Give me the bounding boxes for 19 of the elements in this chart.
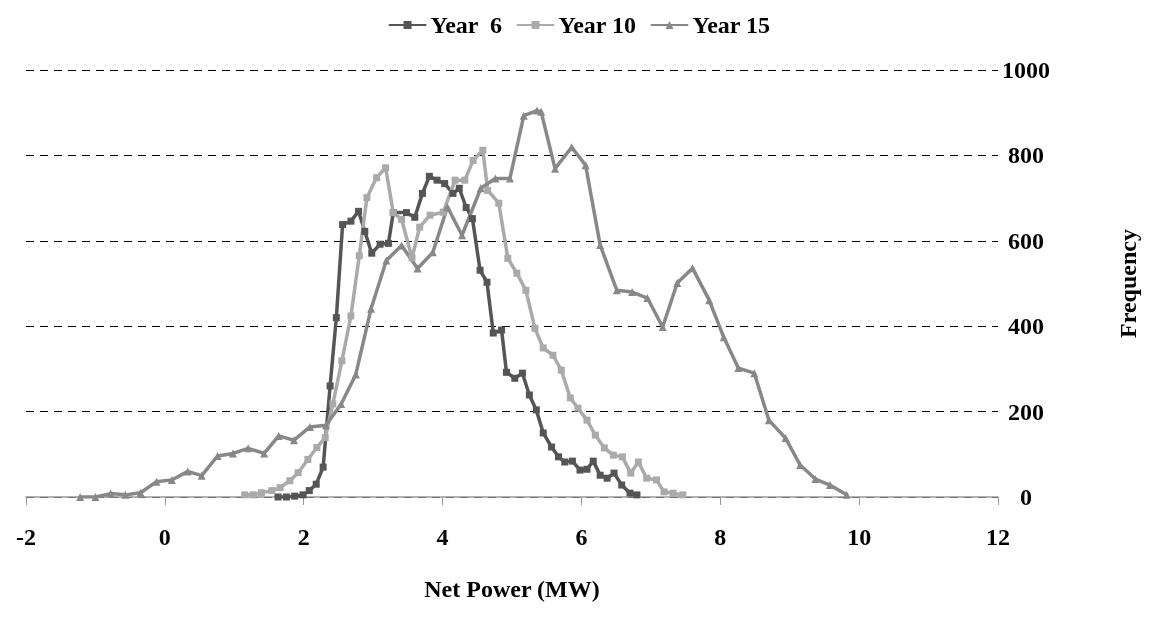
x-tick-label: 4 (436, 524, 449, 550)
x-tick-label: 10 (847, 524, 872, 550)
x-axis-title: Net Power (MW) (424, 576, 600, 602)
y-tick-label: 200 (1008, 398, 1044, 425)
x-tick-label: 2 (297, 524, 310, 550)
y-axis-title: Frequency (1115, 229, 1141, 338)
y-tick-label: 800 (1008, 142, 1044, 169)
y-tick-label: 400 (1008, 313, 1044, 340)
y-tick-label: 600 (1008, 227, 1044, 254)
x-tick-label: 12 (986, 524, 1010, 550)
legend-label: Year 10 (558, 12, 637, 38)
x-tick-label: 0 (158, 524, 171, 550)
x-tick-label: 6 (575, 524, 588, 550)
legend-label: Year 15 (692, 12, 771, 38)
y-tick-label: 1000 (1002, 57, 1050, 83)
x-tick-label: -2 (16, 524, 36, 550)
x-tick-label: 8 (714, 524, 727, 550)
legend-label: Year 6 (430, 12, 503, 38)
y-tick-label: 0 (1020, 484, 1032, 510)
